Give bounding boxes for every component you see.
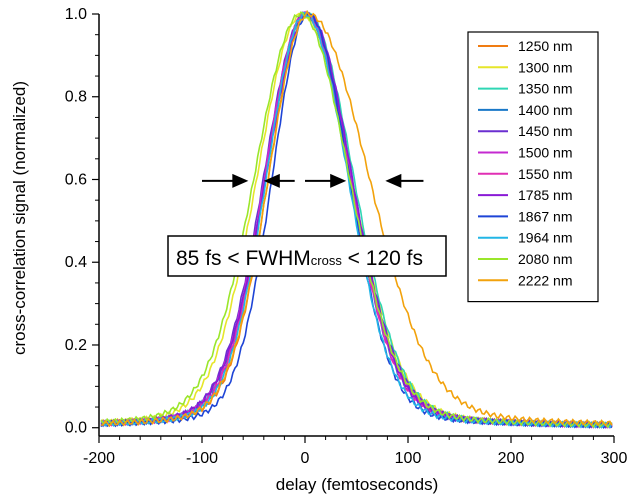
fwhm-annotation-subscript: cross [311,253,343,268]
x-tick-label: 0 [301,450,310,467]
fwhm-arrow-head-3 [385,173,402,188]
y-tick-label: 0.4 [65,254,87,271]
x-axis-label: delay (femtoseconds) [276,475,439,494]
fwhm-annotation-suffix: < 120 fs [342,247,423,270]
fwhm-arrow-head-0 [232,173,249,188]
legend-label: 1964 nm [518,230,572,246]
fwhm-annotation-prefix: 85 fs < FWHM [176,247,311,270]
y-tick-label: 0.2 [65,337,87,354]
fwhm-arrow-head-1 [263,173,280,188]
fwhm-annotation-text: 85 fs < FWHMcross < 120 fs [176,247,423,270]
legend-label: 1300 nm [518,59,572,75]
legend: 1250 nm 1300 nm 1350 nm 1400 nm 1450 nm 1500 … [467,31,599,303]
legend-label: 2222 nm [518,272,572,288]
fwhm-arrows [202,173,424,188]
series-line-2222-nm [100,10,613,428]
x-tick-label: 200 [498,450,525,467]
y-tick-label: 1.0 [65,6,87,23]
legend-label: 1500 nm [518,145,572,161]
y-tick-label: 0.8 [65,89,87,106]
legend-label: 1785 nm [518,187,572,203]
legend-box [467,31,599,303]
fwhm-annotation-box [167,235,447,277]
curve-group [100,10,613,430]
legend-label: 2080 nm [518,251,572,267]
legend-label: 1350 nm [518,81,572,97]
legend-label: 1450 nm [518,123,572,139]
y-axis-label: cross-correlation signal (normalized) [10,81,29,355]
fwhm-annotation: 85 fs < FWHMcross < 120 fs [167,235,447,277]
x-tick-label: -200 [83,450,115,467]
fwhm-arrow-head-2 [330,173,347,188]
legend-label: 1550 nm [518,166,572,182]
x-tick-label: 300 [601,450,628,467]
legend-label: 1400 nm [518,102,572,118]
y-tick-label: 0.6 [65,171,87,188]
x-tick-label: -100 [186,450,218,467]
axes: -200 -100 0 100 200 300 0.0 0.2 0.4 0.6 0.8 1.0 [65,6,628,467]
legend-label: 1250 nm [518,38,572,54]
x-tick-label: 100 [395,450,422,467]
legend-label: 1867 nm [518,208,572,224]
series-line-2080-nm [100,11,612,429]
y-tick-label: 0.0 [65,420,87,437]
